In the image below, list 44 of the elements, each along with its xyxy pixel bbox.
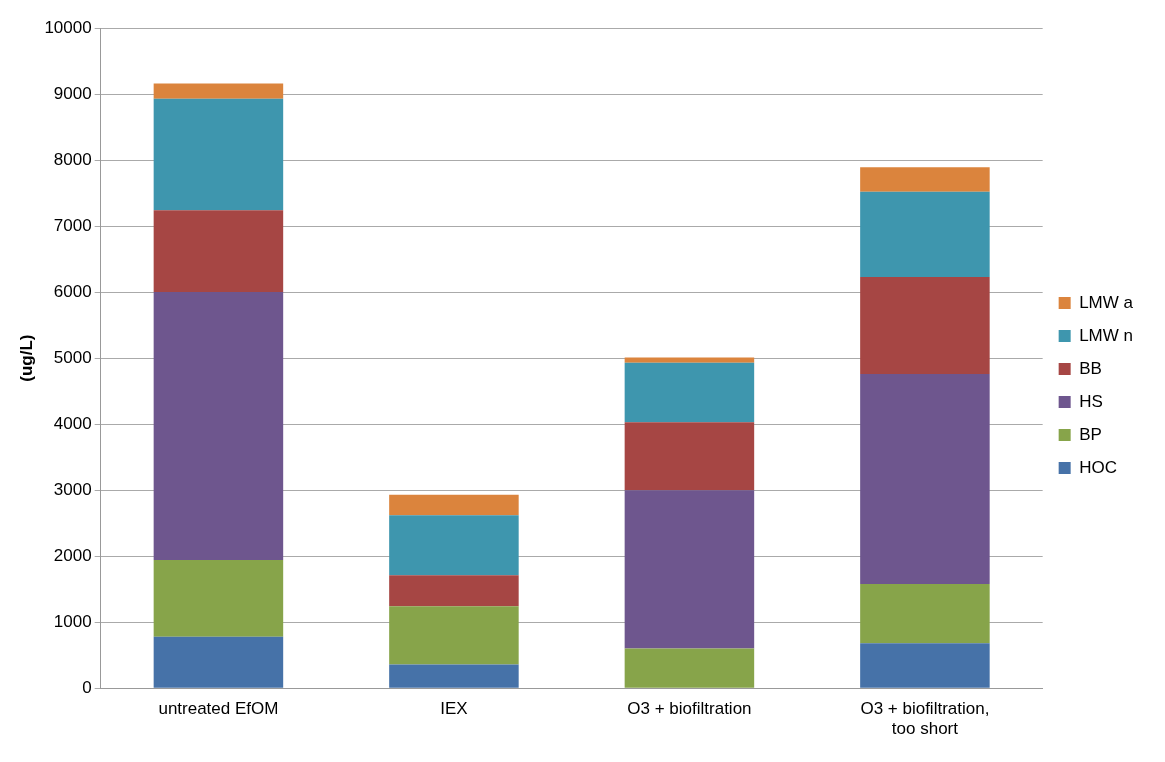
legend-label: HOC [1079, 457, 1117, 477]
y-tick-label: 8000 [53, 149, 92, 169]
y-tick-label: 1000 [53, 611, 92, 631]
bar [153, 292, 284, 561]
bar [153, 560, 284, 637]
legend-label: LMW a [1079, 292, 1134, 312]
x-tick-label: untreated EfOM [158, 699, 279, 719]
legend-label: BB [1079, 358, 1102, 378]
y-axis-title: (ug/L) [16, 334, 36, 382]
bar [389, 664, 519, 688]
bar [624, 422, 755, 491]
bar [860, 167, 990, 192]
y-tick-label: 3000 [53, 479, 92, 499]
legend-label: BP [1079, 424, 1102, 444]
bar [860, 191, 990, 277]
y-tick-label: 0 [82, 677, 92, 697]
bar [860, 583, 990, 644]
bar [860, 276, 990, 374]
bar [153, 210, 284, 293]
y-tick-label: 2000 [53, 545, 92, 565]
legend-label: LMW n [1079, 325, 1133, 345]
y-tick-label: 5000 [53, 347, 92, 367]
x-tick-label: O3 + biofiltration, too short [860, 699, 990, 739]
y-tick-label: 6000 [53, 281, 92, 301]
bar [624, 648, 755, 688]
bar [624, 357, 755, 363]
bar [389, 494, 519, 516]
bar [153, 636, 284, 688]
y-tick-label: 7000 [53, 215, 92, 235]
y-tick-label: 4000 [53, 413, 92, 433]
y-tick-label: 9000 [53, 83, 92, 103]
bar [624, 362, 755, 423]
bar [153, 98, 284, 211]
x-tick-label: O3 + biofiltration [627, 699, 752, 719]
bar [860, 373, 990, 584]
bar [860, 643, 990, 688]
bar [389, 606, 519, 665]
x-tick-label: IEX [440, 699, 468, 719]
bar [389, 575, 519, 607]
bar [389, 515, 519, 576]
bar [153, 83, 284, 99]
legend-label: HS [1079, 391, 1103, 411]
bar [624, 490, 755, 649]
y-tick-label: 10000 [44, 17, 92, 37]
